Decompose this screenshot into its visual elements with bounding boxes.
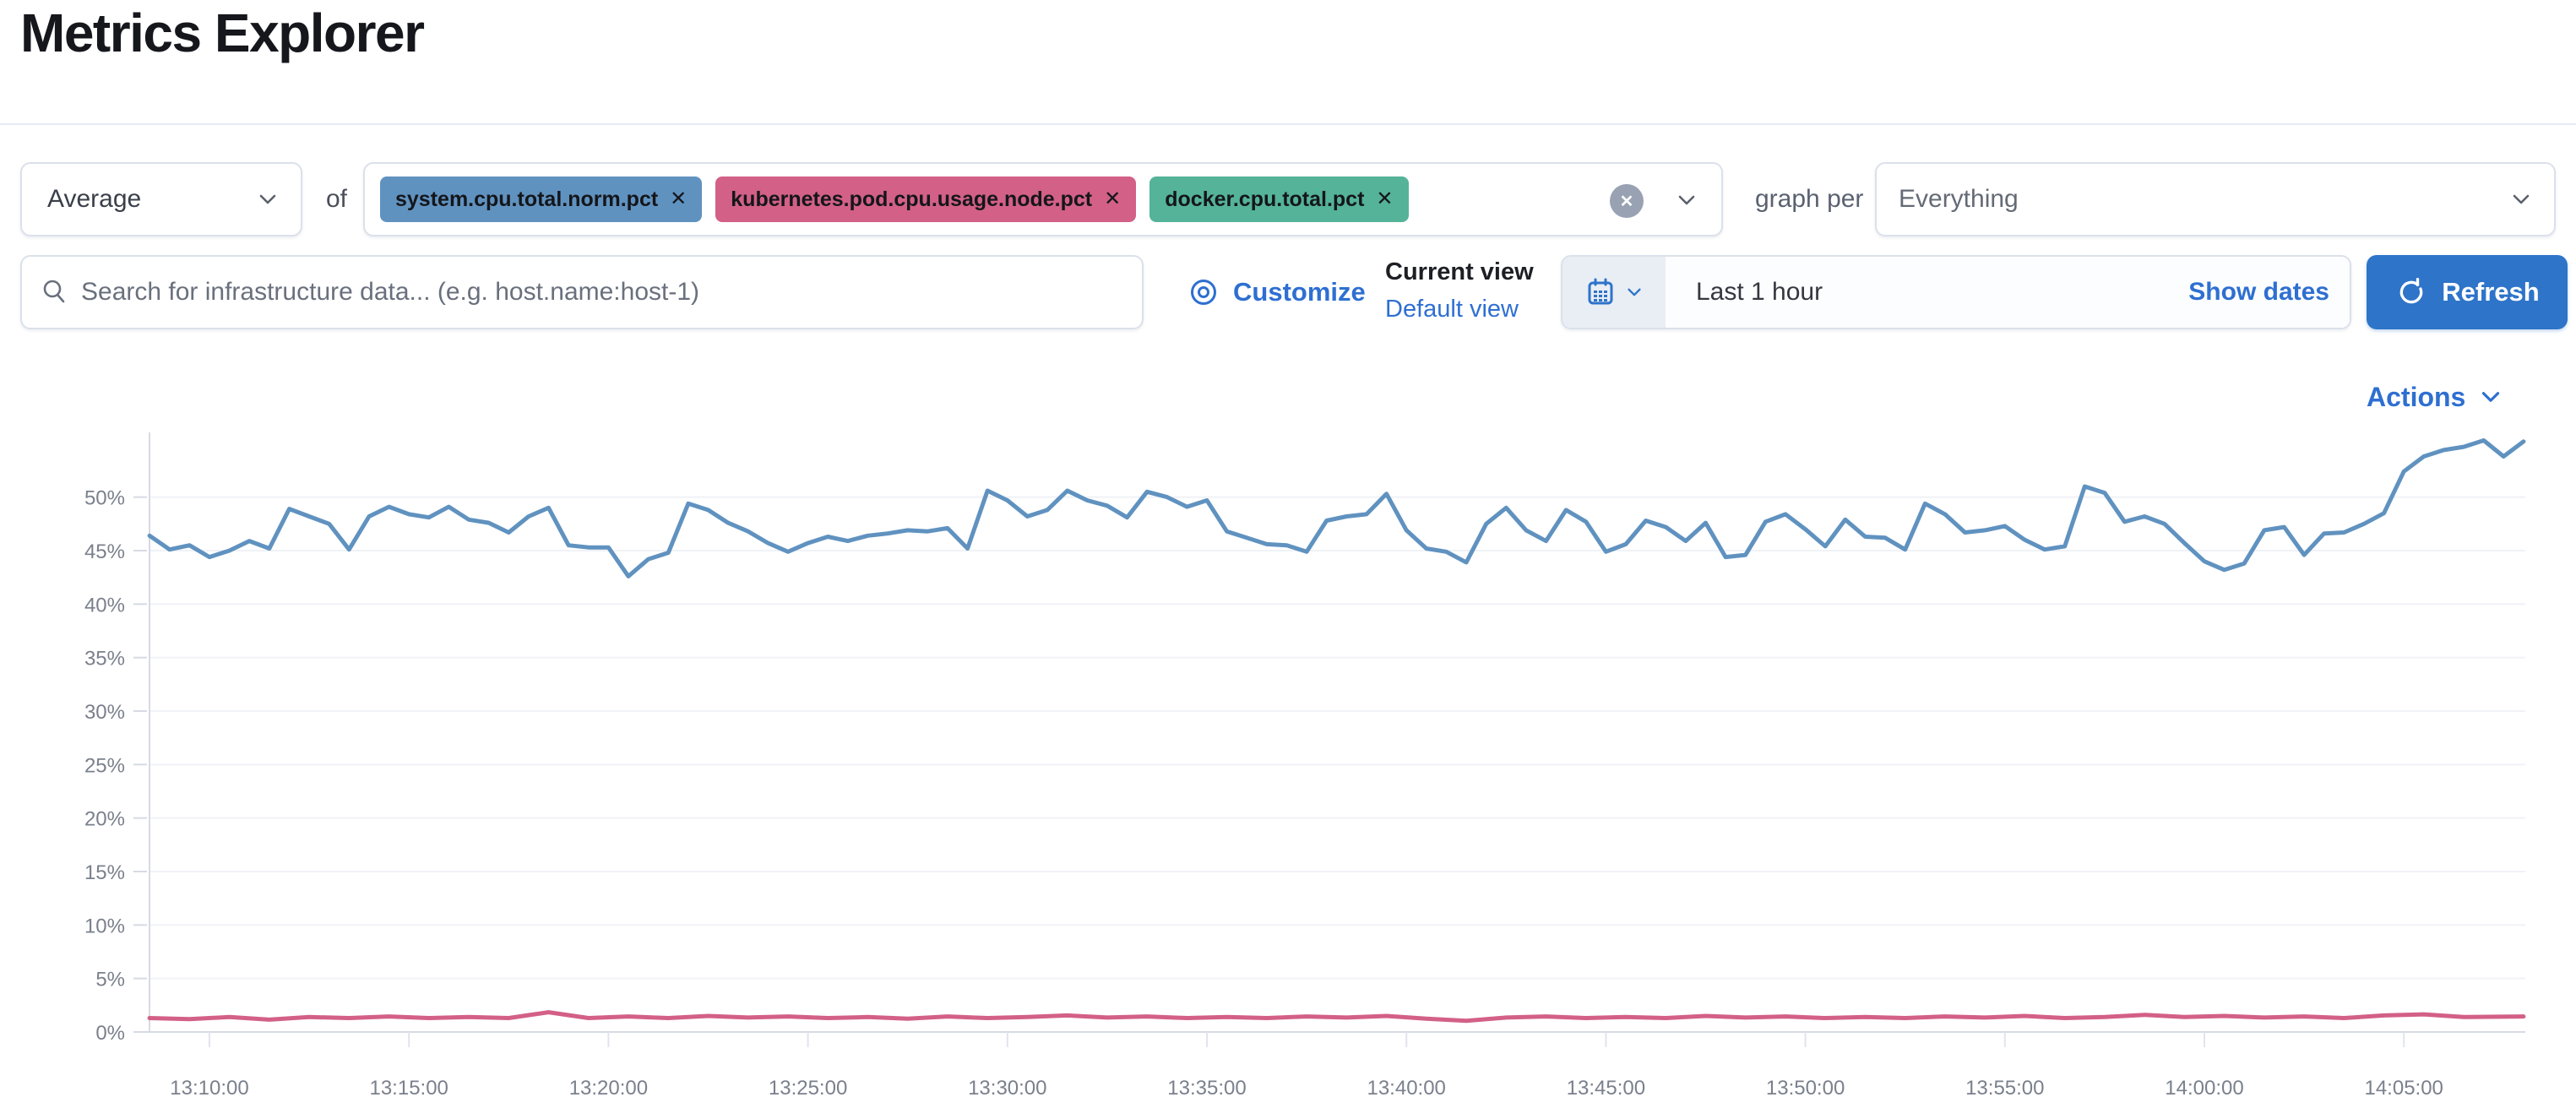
customize-label: Customize <box>1233 277 1366 307</box>
x-axis-tick-label: 13:55:00 <box>1965 1077 2044 1100</box>
y-axis-tick-label: 30% <box>84 701 125 724</box>
quick-select-button[interactable] <box>1562 257 1666 328</box>
x-axis-tick-label: 14:05:00 <box>2364 1077 2443 1100</box>
y-axis-tick-label: 25% <box>84 754 125 777</box>
y-axis-tick-label: 15% <box>84 861 125 884</box>
metrics-combobox[interactable]: system.cpu.total.norm.pct ✕ kubernetes.pod… <box>363 162 1723 236</box>
series-line-system.cpu.total.norm.pct <box>147 438 2526 578</box>
time-range-picker: Last 1 hour Show dates <box>1561 255 2351 329</box>
chevron-down-icon[interactable] <box>1674 187 1699 217</box>
customize-button[interactable]: Customize <box>1187 255 1366 329</box>
page-title: Metrics Explorer <box>20 3 425 63</box>
metric-pill-remove-icon[interactable]: ✕ <box>1104 187 1122 210</box>
y-axis-tick-label: 35% <box>84 648 125 671</box>
y-axis-tick-label: 10% <box>84 915 125 937</box>
y-axis-tick-label: 5% <box>95 969 125 991</box>
metric-pill-label: system.cpu.total.norm.pct <box>395 187 659 211</box>
metric-pill-label: kubernetes.pod.cpu.usage.node.pct <box>731 187 1093 211</box>
time-range-value[interactable]: Last 1 hour <box>1666 257 2189 328</box>
actions-menu-button[interactable]: Actions <box>2367 377 2504 417</box>
x-axis-tick-label: 13:20:00 <box>569 1077 648 1100</box>
header-divider <box>0 123 2576 125</box>
show-dates-button[interactable]: Show dates <box>2188 257 2350 328</box>
x-axis-tick-label: 13:45:00 <box>1567 1077 1645 1100</box>
actions-label: Actions <box>2367 381 2466 412</box>
aggregation-select-value: Average <box>47 185 142 213</box>
refresh-label: Refresh <box>2442 277 2540 307</box>
metric-pill-label: docker.cpu.total.pct <box>1165 187 1365 211</box>
current-view-label: Current view <box>1385 258 1534 285</box>
metric-pill-remove-icon[interactable]: ✕ <box>670 187 687 210</box>
group-by-select[interactable]: Everything <box>1875 162 2556 236</box>
search-icon <box>43 280 65 303</box>
graph-per-label: graph per <box>1755 185 1864 213</box>
x-axis-tick-label: 13:35:00 <box>1167 1077 1246 1100</box>
clear-metrics-icon[interactable]: ✕ <box>1610 184 1644 218</box>
default-view-link[interactable]: Default view <box>1385 296 1519 323</box>
y-axis-tick-label: 0% <box>95 1022 125 1045</box>
x-axis-tick-label: 13:10:00 <box>170 1077 248 1100</box>
x-axis-tick-label: 13:40:00 <box>1367 1077 1445 1100</box>
series-line-kubernetes.pod.cpu.usage.node.pct <box>147 1010 2526 1024</box>
x-axis-tick-label: 13:25:00 <box>769 1077 847 1100</box>
metric-pill[interactable]: docker.cpu.total.pct ✕ <box>1149 177 1409 222</box>
chevron-down-icon <box>259 194 276 204</box>
view-switcher: Current view Default view <box>1385 253 1534 328</box>
y-axis-tick-label: 40% <box>84 594 125 616</box>
search-input[interactable] <box>81 278 1125 307</box>
chevron-down-icon <box>2513 194 2530 204</box>
metric-pill[interactable]: kubernetes.pod.cpu.usage.node.pct ✕ <box>715 177 1137 222</box>
metric-pill[interactable]: system.cpu.total.norm.pct ✕ <box>380 177 703 222</box>
group-by-select-value: Everything <box>1899 185 2019 213</box>
x-axis-tick-label: 14:00:00 <box>2165 1077 2243 1100</box>
y-axis-tick-label: 45% <box>84 540 125 563</box>
x-axis-tick-label: 13:30:00 <box>968 1077 1046 1100</box>
chevron-down-icon <box>2482 392 2500 402</box>
x-axis-tick-label: 13:15:00 <box>369 1077 448 1100</box>
y-axis-tick-label: 50% <box>84 487 125 510</box>
chevron-down-icon <box>1628 288 1641 296</box>
metrics-line-chart[interactable]: 0% 5% 10% 15% 20% 25% 30% 35% 40% 45% 50% 13:10:00 1… <box>0 388 2576 1108</box>
customize-icon <box>1191 280 1216 305</box>
x-axis-tick-label: 13:50:00 <box>1766 1077 1845 1100</box>
calendar-icon <box>1588 278 1613 305</box>
refresh-icon <box>2400 277 2423 304</box>
metric-pill-list: system.cpu.total.norm.pct ✕ kubernetes.pod… <box>380 177 1422 222</box>
search-box <box>20 255 1144 329</box>
y-axis-tick-label: 20% <box>84 808 125 831</box>
refresh-button[interactable]: Refresh <box>2367 255 2568 329</box>
aggregation-select[interactable]: Average <box>20 162 302 236</box>
metric-pill-remove-icon[interactable]: ✕ <box>1376 187 1394 210</box>
of-label: of <box>326 185 348 213</box>
